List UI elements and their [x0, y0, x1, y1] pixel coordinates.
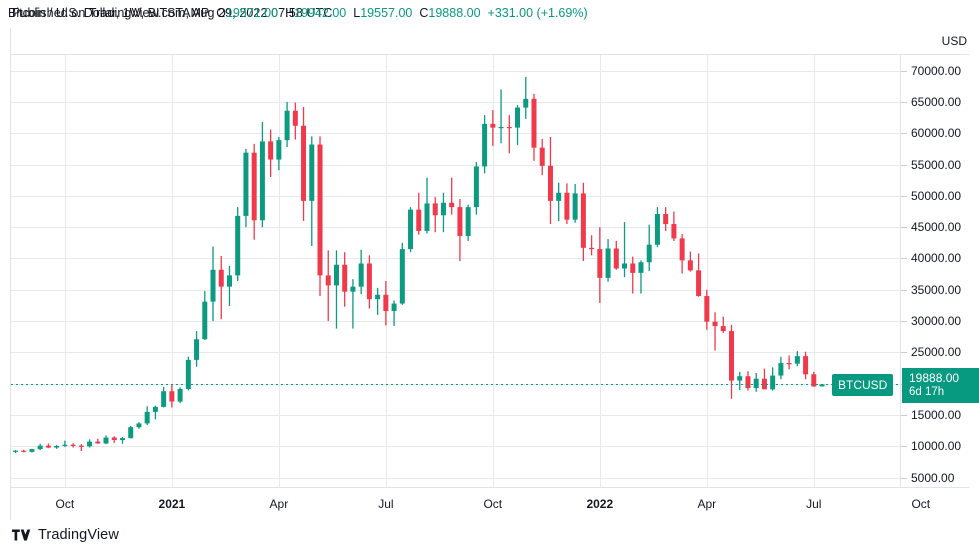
- chart-legend: Bitcoin / U.S. Dollar, 1W, BITSTAMP O1957…: [8, 6, 588, 20]
- footer-brand: TradingView: [12, 527, 119, 543]
- currency-label: USD: [941, 34, 967, 48]
- legend-open-value: 19571.00: [225, 6, 279, 20]
- published-caption: Published on TradingView.com, Aug 29, 20…: [12, 6, 333, 20]
- price-tick-mark: [901, 165, 907, 166]
- price-tick-label: 35000.00: [911, 282, 962, 297]
- price-tick-label: 45000.00: [911, 220, 962, 235]
- price-tick-label: 50000.00: [911, 188, 962, 203]
- price-tick-mark: [901, 446, 907, 447]
- time-tick-label: Jul: [378, 497, 394, 511]
- price-tick-mark: [901, 196, 907, 197]
- time-tick-label: Apr: [697, 497, 717, 511]
- legend-symbol[interactable]: Bitcoin / U.S. Dollar, 1W, BITSTAMP: [8, 6, 210, 20]
- price-tick-label: 60000.00: [911, 126, 962, 141]
- price-tick-mark: [901, 102, 907, 103]
- price-tick-mark: [901, 258, 907, 259]
- time-tick-label: Oct: [911, 497, 931, 511]
- chart-frame: [10, 28, 969, 520]
- price-tick-mark: [901, 227, 907, 228]
- legend-low-value: 19557.00: [360, 6, 413, 20]
- legend-close-value: 19888.00: [428, 6, 481, 20]
- price-tick-label: 10000.00: [911, 439, 962, 454]
- price-tick-mark: [901, 415, 907, 416]
- price-tick-mark: [901, 133, 907, 134]
- time-axis[interactable]: Oct 2021 Apr Jul Oct 2022 Apr Jul Oct: [10, 487, 969, 520]
- plot-area[interactable]: BTCUSD: [11, 55, 900, 487]
- price-tick-mark: [901, 321, 907, 322]
- time-tick-label: Apr: [269, 497, 289, 511]
- legend-row: [10, 28, 969, 55]
- price-tick-label: 70000.00: [911, 63, 962, 78]
- price-tick-mark: [901, 352, 907, 353]
- price-tick-label: 40000.00: [911, 251, 962, 266]
- legend-high-label: H: [285, 6, 295, 20]
- time-tick-label: Jul: [806, 497, 822, 511]
- time-tick-label: Oct: [483, 497, 503, 511]
- tradingview-logo-icon: [12, 529, 31, 541]
- price-tick-mark: [901, 290, 907, 291]
- time-tick-label: 2021: [158, 497, 186, 511]
- legend-low-label: L: [353, 6, 361, 20]
- time-tick-label: 2022: [586, 497, 614, 511]
- price-axis[interactable]: 70000.00 65000.00 60000.00 55000.00 50000.00…: [900, 55, 979, 487]
- bar-countdown: 6d 17h: [909, 386, 945, 399]
- price-tick-label: 55000.00: [911, 157, 962, 172]
- tradingview-wordmark: TradingView: [38, 527, 119, 543]
- price-tick-mark: [901, 71, 907, 72]
- price-tick-label: 5000.00: [911, 470, 955, 485]
- price-tick-label: 65000.00: [911, 94, 962, 109]
- legend-open-label: O: [216, 6, 226, 20]
- legend-high-value: 19942.00: [294, 6, 347, 20]
- current-price-badge: 19888.00 6d 17h: [902, 368, 979, 404]
- symbol-price-tag: BTCUSD: [832, 373, 894, 396]
- price-tick-mark: [901, 478, 907, 479]
- legend-close-label: C: [419, 6, 429, 20]
- price-tick-label: 25000.00: [911, 345, 962, 360]
- legend-change: +331.00 (+1.69%): [487, 6, 588, 20]
- time-tick-label: Oct: [55, 497, 75, 511]
- candlestick-series: [11, 76, 900, 454]
- current-price-value: 19888.00: [909, 371, 960, 386]
- price-tick-label: 15000.00: [911, 408, 962, 422]
- price-tick-label: 30000.00: [911, 314, 962, 329]
